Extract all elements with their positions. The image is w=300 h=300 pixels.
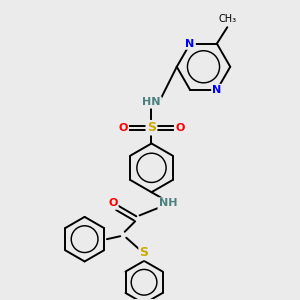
Text: NH: NH: [159, 199, 177, 208]
Text: S: S: [147, 121, 156, 134]
Text: N: N: [185, 39, 195, 49]
Text: O: O: [108, 199, 118, 208]
Text: S: S: [140, 246, 148, 259]
Text: N: N: [212, 85, 221, 95]
Text: CH₃: CH₃: [218, 14, 236, 24]
Text: O: O: [175, 123, 184, 133]
Text: HN: HN: [142, 98, 161, 107]
Text: O: O: [118, 123, 128, 133]
